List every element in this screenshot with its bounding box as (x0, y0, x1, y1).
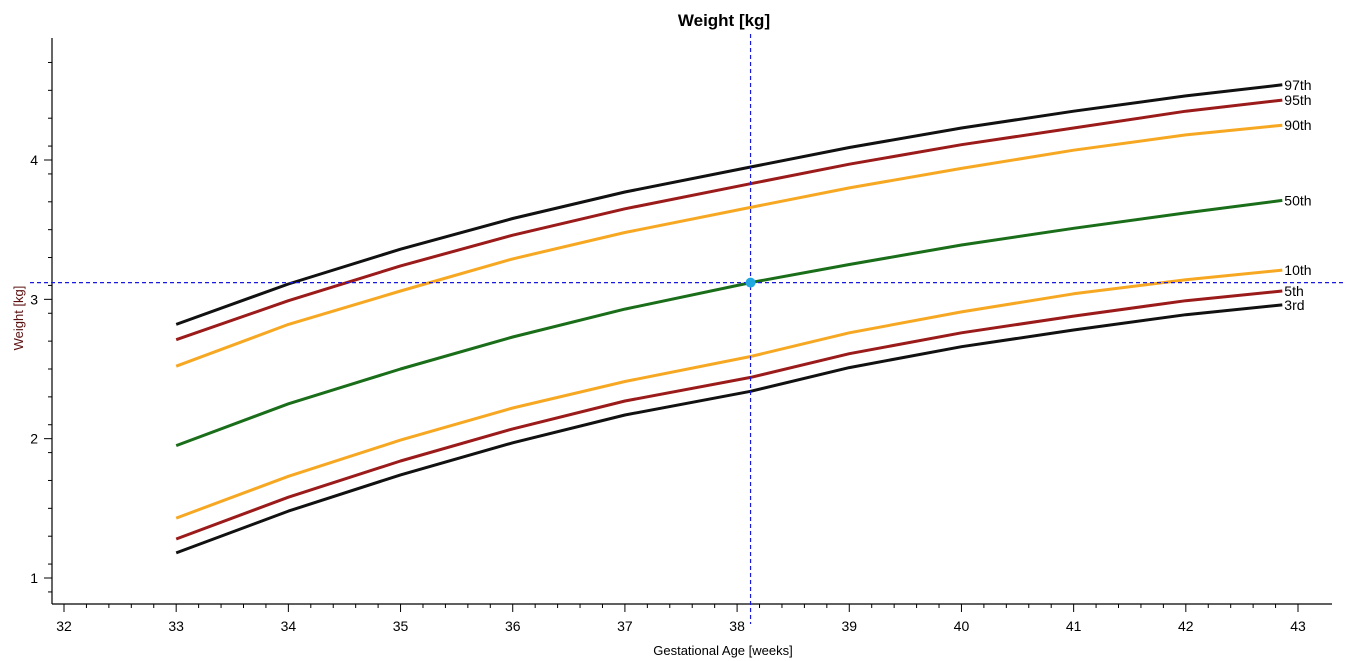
series-line-90th (175, 123, 1283, 368)
series-label-10th: 10th (1284, 262, 1311, 278)
x-tick-label: 34 (281, 618, 297, 634)
y-axis-title: Weight [kg] (11, 286, 26, 351)
x-tick-label: 42 (1178, 618, 1194, 634)
crosshair-marker (745, 277, 756, 288)
series-label-3rd: 3rd (1284, 297, 1304, 313)
x-tick-label: 40 (954, 618, 970, 634)
x-tick-label: 33 (168, 618, 184, 634)
series-label-97th: 97th (1284, 77, 1311, 93)
x-tick-label: 41 (1066, 618, 1082, 634)
x-tick-label: 43 (1290, 618, 1306, 634)
crosshair (30, 34, 1346, 624)
y-tick-label: 2 (30, 431, 38, 447)
x-tick-label: 39 (841, 618, 857, 634)
series-line-5th (175, 289, 1283, 541)
y-tick-label: 1 (30, 570, 38, 586)
x-tick-label: 38 (729, 618, 745, 634)
x-tick-label: 32 (56, 618, 72, 634)
series-line-95th (175, 98, 1283, 342)
series-label-5th: 5th (1284, 283, 1303, 299)
series-label-95th: 95th (1284, 92, 1311, 108)
series-label-50th: 50th (1284, 192, 1311, 208)
series-label-90th: 90th (1284, 117, 1311, 133)
y-tick-label: 3 (30, 291, 38, 307)
series-line-3rd (175, 303, 1283, 555)
series-lines (175, 83, 1283, 555)
y-tick-label: 4 (30, 152, 38, 168)
x-tick-label: 35 (393, 618, 409, 634)
x-tick-label: 37 (617, 618, 633, 634)
x-axis-title: Gestational Age [weeks] (653, 643, 792, 658)
x-tick-label: 36 (505, 618, 521, 634)
chart-title: Weight [kg] (678, 11, 770, 30)
